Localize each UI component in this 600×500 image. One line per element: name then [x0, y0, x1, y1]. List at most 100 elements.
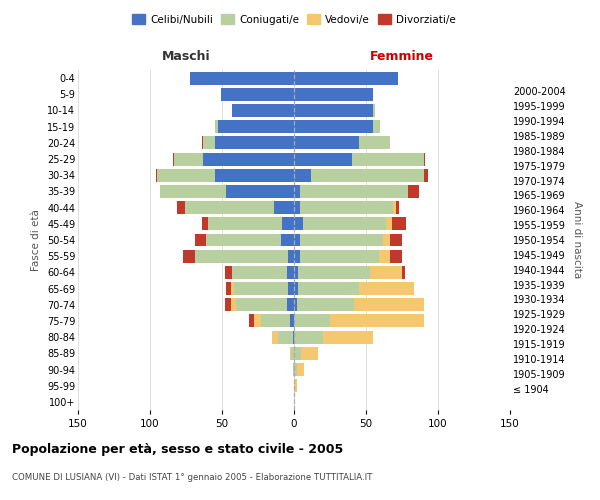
- Bar: [424, 169, 428, 181]
- Bar: [202, 218, 208, 230]
- Bar: [391, 250, 402, 262]
- Bar: [230, 298, 236, 311]
- Bar: [230, 282, 233, 295]
- Bar: [175, 152, 203, 166]
- Bar: [294, 88, 373, 101]
- Bar: [294, 136, 359, 149]
- Bar: [294, 201, 300, 214]
- Bar: [294, 234, 300, 246]
- Bar: [233, 282, 288, 295]
- Bar: [424, 152, 425, 166]
- Bar: [232, 266, 287, 279]
- Bar: [226, 185, 294, 198]
- Bar: [185, 201, 274, 214]
- Bar: [294, 314, 330, 328]
- Bar: [156, 169, 157, 181]
- Text: Maschi: Maschi: [161, 50, 211, 63]
- Bar: [283, 218, 294, 230]
- Bar: [394, 201, 396, 214]
- Bar: [294, 379, 297, 392]
- Legend: Celibi/Nubili, Coniugati/e, Vedovi/e, Divorziati/e: Celibi/Nubili, Coniugati/e, Vedovi/e, Di…: [128, 10, 460, 29]
- Bar: [297, 298, 355, 311]
- Bar: [221, 88, 294, 101]
- Bar: [408, 185, 419, 198]
- Bar: [261, 314, 290, 328]
- Bar: [288, 282, 294, 295]
- Bar: [225, 266, 232, 279]
- Bar: [178, 201, 185, 214]
- Bar: [157, 169, 215, 181]
- Bar: [272, 330, 278, 344]
- Bar: [294, 120, 373, 133]
- Bar: [352, 152, 424, 166]
- Bar: [293, 330, 294, 344]
- Text: COMUNE DI LUSIANA (VI) - Dati ISTAT 1° gennaio 2005 - Elaborazione TUTTITALIA.IT: COMUNE DI LUSIANA (VI) - Dati ISTAT 1° g…: [12, 472, 373, 482]
- Bar: [183, 250, 194, 262]
- Bar: [330, 314, 424, 328]
- Bar: [391, 234, 402, 246]
- Bar: [294, 152, 352, 166]
- Bar: [287, 298, 294, 311]
- Bar: [300, 185, 408, 198]
- Bar: [194, 250, 288, 262]
- Text: Femmine: Femmine: [370, 50, 434, 63]
- Bar: [294, 347, 301, 360]
- Bar: [298, 266, 370, 279]
- Bar: [203, 152, 294, 166]
- Bar: [294, 72, 398, 85]
- Bar: [287, 266, 294, 279]
- Bar: [294, 250, 300, 262]
- Bar: [323, 330, 373, 344]
- Bar: [294, 363, 297, 376]
- Y-axis label: Fasce di età: Fasce di età: [31, 209, 41, 271]
- Bar: [250, 314, 254, 328]
- Bar: [215, 169, 294, 181]
- Bar: [190, 72, 294, 85]
- Bar: [294, 282, 298, 295]
- Bar: [291, 347, 294, 360]
- Bar: [294, 218, 302, 230]
- Bar: [392, 218, 406, 230]
- Bar: [294, 266, 298, 279]
- Bar: [373, 120, 380, 133]
- Bar: [294, 185, 300, 198]
- Bar: [218, 120, 294, 133]
- Bar: [359, 282, 413, 295]
- Bar: [215, 120, 218, 133]
- Bar: [226, 282, 230, 295]
- Bar: [290, 347, 291, 360]
- Bar: [225, 298, 230, 311]
- Bar: [281, 234, 294, 246]
- Bar: [202, 136, 203, 149]
- Bar: [294, 330, 323, 344]
- Bar: [301, 347, 319, 360]
- Bar: [254, 314, 261, 328]
- Bar: [300, 201, 394, 214]
- Bar: [236, 298, 287, 311]
- Bar: [294, 298, 297, 311]
- Bar: [160, 185, 226, 198]
- Bar: [383, 234, 391, 246]
- Bar: [288, 250, 294, 262]
- Y-axis label: Anni di nascita: Anni di nascita: [572, 202, 583, 278]
- Bar: [215, 136, 294, 149]
- Bar: [311, 169, 424, 181]
- Bar: [373, 104, 374, 117]
- Bar: [370, 266, 402, 279]
- Bar: [396, 201, 399, 214]
- Bar: [402, 266, 405, 279]
- Bar: [173, 152, 175, 166]
- Bar: [355, 298, 424, 311]
- Bar: [294, 169, 311, 181]
- Bar: [294, 104, 373, 117]
- Bar: [300, 250, 379, 262]
- Bar: [386, 218, 392, 230]
- Bar: [206, 234, 281, 246]
- Bar: [359, 136, 391, 149]
- Bar: [290, 314, 294, 328]
- Text: Popolazione per età, sesso e stato civile - 2005: Popolazione per età, sesso e stato civil…: [12, 442, 343, 456]
- Bar: [379, 250, 391, 262]
- Bar: [302, 218, 386, 230]
- Bar: [298, 282, 359, 295]
- Bar: [297, 363, 304, 376]
